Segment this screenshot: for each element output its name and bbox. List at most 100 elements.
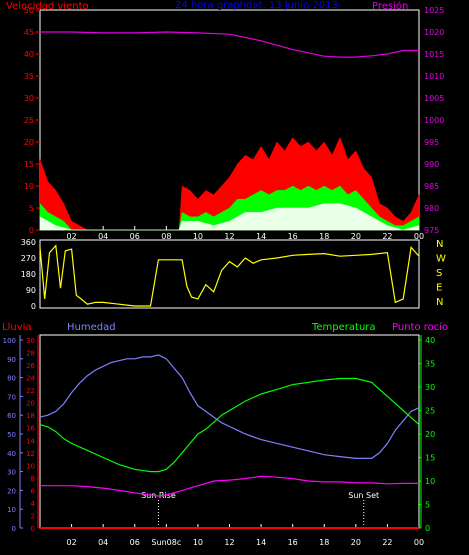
pressure-tick-label: 1015 xyxy=(424,50,444,59)
humidity-label: Humedad xyxy=(67,322,116,333)
rain-tick-label: 12 xyxy=(26,450,35,458)
direction-panel-frame xyxy=(39,239,420,309)
temperature-line xyxy=(39,377,420,473)
wind-tick-label: 0 xyxy=(29,226,34,235)
climate-panel: Lluvia Humedad Temperatura Punto rocío 0… xyxy=(2,321,448,547)
pressure-tick-label: 1000 xyxy=(424,116,444,125)
temperature-tick-label: 35 xyxy=(425,360,435,369)
climate-x-tick-label: 00 xyxy=(414,538,424,547)
rain-tick-label: 20 xyxy=(26,400,35,408)
wind-tick-label: 45 xyxy=(24,28,34,37)
compass-label: W xyxy=(436,254,446,265)
temperature-tick-label: 5 xyxy=(425,501,430,510)
climate-x-tick-label: 12 xyxy=(224,538,234,547)
wind-x-tick-label: 18 xyxy=(319,232,329,241)
humidity-y-ticks: 0 10 20 30 40 50 60 70 80 90 100 xyxy=(3,337,23,533)
rain-tick-label: 26 xyxy=(26,362,35,370)
temperature-tick-label: 40 xyxy=(425,336,435,345)
compass-label: N xyxy=(436,297,443,308)
rain-tick-label: 22 xyxy=(26,387,35,395)
humidity-tick-label: 50 xyxy=(7,431,16,439)
direction-series xyxy=(39,244,420,307)
wind-x-tick-label: 06 xyxy=(130,232,140,241)
wind-tick-label: 50 xyxy=(24,6,34,15)
humidity-tick-label: 20 xyxy=(7,487,16,495)
wind-tick-label: 5 xyxy=(29,204,34,213)
climate-x-tick-label: 04 xyxy=(98,538,108,547)
chart-title: 24 hora graphdat. 13 Junio 2013 xyxy=(175,0,338,11)
wind-x-tick-label: 12 xyxy=(224,232,234,241)
humidity-tick-label: 100 xyxy=(3,337,16,345)
wind-tick-label: 20 xyxy=(24,138,34,147)
wind-x-tick-label: 14 xyxy=(256,232,266,241)
humidity-tick-label: 90 xyxy=(7,356,16,364)
sun-annotations: Sun Rise Sun Set xyxy=(141,491,379,528)
pressure-tick-label: 985 xyxy=(424,182,439,191)
pressure-tick-label: 1005 xyxy=(424,94,444,103)
rain-tick-label: 24 xyxy=(26,375,35,383)
wind-tick-label: 15 xyxy=(24,160,34,169)
climate-series xyxy=(39,354,420,529)
pressure-tick-label: 990 xyxy=(424,160,439,169)
humidity-tick-label: 0 xyxy=(12,525,16,533)
pressure-y-ticks: 975 980 985 990 995 1000 1005 1010 1015 1020 1025 xyxy=(424,6,444,235)
temperature-tick-label: 20 xyxy=(425,430,435,439)
direction-tick-label: 360 xyxy=(21,238,36,247)
wind-axis-label: Velocidad viento xyxy=(6,1,89,12)
wind-tick-label: 30 xyxy=(24,94,34,103)
climate-x-tick-label: Sun08c xyxy=(151,538,181,547)
wind-x-tick-label: 22 xyxy=(382,232,392,241)
humidity-tick-label: 80 xyxy=(7,375,16,383)
rain-tick-label: 14 xyxy=(26,437,35,445)
pressure-tick-label: 980 xyxy=(424,204,439,213)
climate-x-tick-label: 18 xyxy=(319,538,329,547)
pressure-line xyxy=(40,31,419,58)
sun-marker-label: Sun Set xyxy=(348,491,379,500)
compass-label: N xyxy=(436,239,443,250)
temperature-tick-label: 10 xyxy=(425,477,435,486)
climate-x-tick-label: 02 xyxy=(66,538,76,547)
wind-x-tick-label: 08 xyxy=(161,232,171,241)
wind-x-tick-label: 04 xyxy=(98,232,108,241)
direction-tick-label: 90 xyxy=(26,286,36,295)
wind-x-tick-label: 00 xyxy=(414,232,424,241)
wind-x-tick-label: 16 xyxy=(288,232,298,241)
pressure-tick-label: 975 xyxy=(424,226,439,235)
wind-tick-label: 25 xyxy=(24,116,34,125)
rain-tick-label: 30 xyxy=(26,337,35,345)
rain-tick-label: 16 xyxy=(26,425,35,433)
rain-label: Lluvia xyxy=(2,322,32,333)
climate-x-tick-label: 20 xyxy=(351,538,361,547)
direction-tick-label: 270 xyxy=(21,254,36,263)
temperature-tick-label: 30 xyxy=(425,383,435,392)
compass-label: S xyxy=(436,268,442,279)
temperature-tick-label: 15 xyxy=(425,454,435,463)
wind-y-ticks: 0 5 10 15 20 25 30 35 40 45 50 xyxy=(24,6,40,235)
rain-tick-label: 28 xyxy=(26,350,35,358)
humidity-tick-label: 40 xyxy=(7,450,16,458)
wind-x-tick-label: 10 xyxy=(193,232,203,241)
climate-x-tick-label: 22 xyxy=(382,538,392,547)
rain-tick-label: 10 xyxy=(26,462,35,470)
pressure-tick-label: 995 xyxy=(424,138,439,147)
wind-tick-label: 35 xyxy=(24,72,34,81)
humidity-line xyxy=(39,354,420,459)
calm-area xyxy=(39,203,420,231)
temperature-tick-label: 25 xyxy=(425,407,435,416)
rain-tick-label: 2 xyxy=(31,512,35,520)
compass-label: E xyxy=(436,283,442,294)
rain-tick-label: 6 xyxy=(31,487,36,495)
pressure-tick-label: 1025 xyxy=(424,6,444,15)
humidity-tick-label: 60 xyxy=(7,412,16,420)
wind-x-tick-label: 02 xyxy=(66,232,76,241)
direction-line xyxy=(39,244,420,307)
rain-tick-label: 18 xyxy=(26,412,35,420)
pressure-tick-label: 1020 xyxy=(424,28,444,37)
temperature-label: Temperatura xyxy=(311,322,376,333)
temperature-y-ticks: 0 5 10 15 20 25 30 35 40 xyxy=(418,336,435,533)
rain-tick-label: 8 xyxy=(31,475,35,483)
climate-x-tick-label: 10 xyxy=(193,538,203,547)
